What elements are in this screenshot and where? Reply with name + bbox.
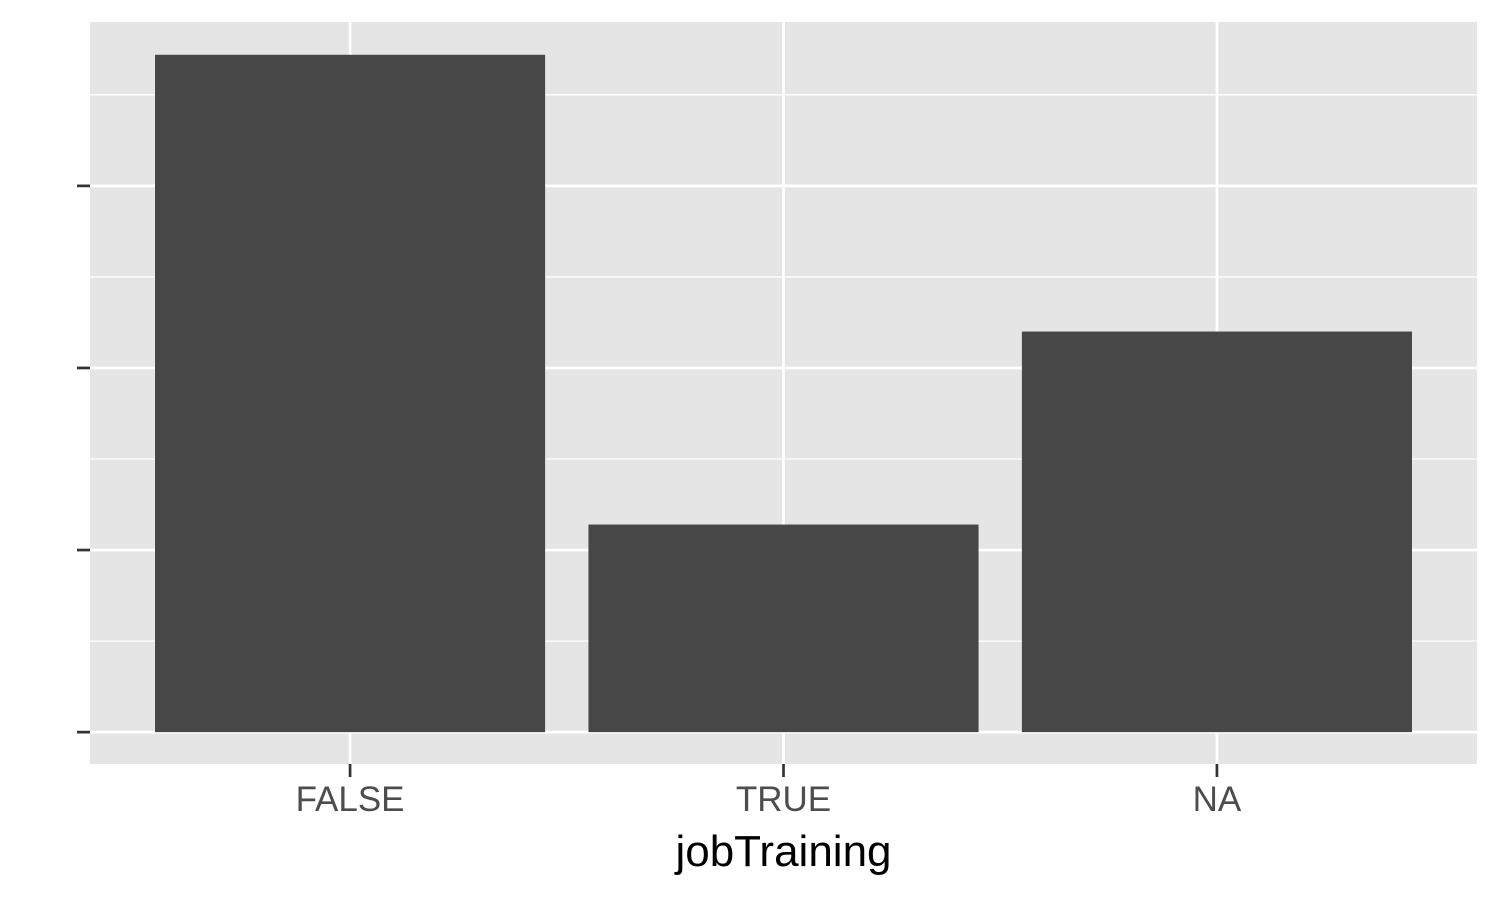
x-axis-tick-labels: FALSE TRUE NA (296, 780, 1242, 819)
x-axis-ticks (348, 764, 1219, 777)
y-axis-ticks (77, 184, 90, 734)
x-tick-label: NA (1193, 780, 1242, 819)
bars (155, 54, 1412, 733)
bar-true (588, 524, 979, 733)
x-tick-label: TRUE (736, 780, 831, 819)
x-tick-label: FALSE (296, 780, 405, 819)
bar-na (1021, 331, 1412, 733)
bar-false (155, 54, 546, 733)
x-axis-title: jobTraining (673, 827, 891, 876)
